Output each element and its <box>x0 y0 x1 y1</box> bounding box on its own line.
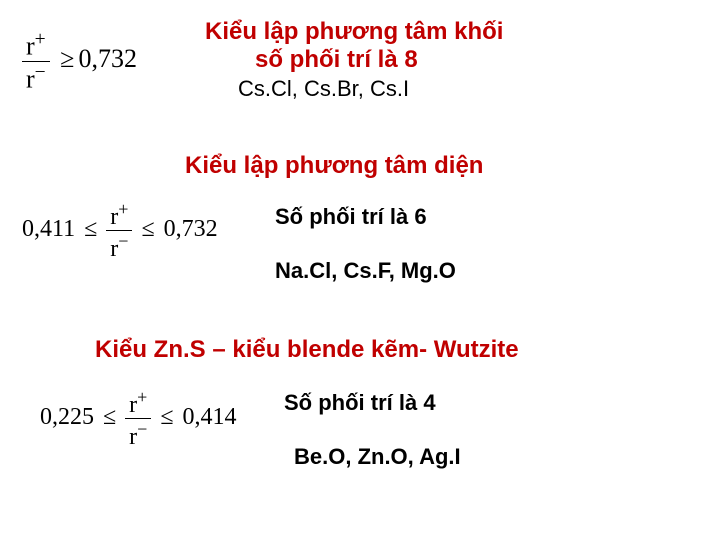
f2-op2: ≤ <box>138 216 157 242</box>
f3-lhs: 0,225 <box>40 404 94 430</box>
f3-den-sup: − <box>137 419 147 439</box>
f3-rhs: 0,414 <box>183 404 237 430</box>
f2-rhs: 0,732 <box>164 216 218 242</box>
f1-num: r <box>26 32 35 61</box>
f1-den-sup: − <box>35 62 46 83</box>
f3-num-sup: + <box>137 387 147 407</box>
f1-rhs: 0,732 <box>78 44 137 73</box>
examples-1: Cs.Cl, Cs.Br, Cs.I <box>238 76 409 102</box>
heading-1-line1: Kiểu lập phương tâm khối <box>205 18 503 46</box>
heading-2: Kiểu lập phương tâm diện <box>185 152 483 180</box>
f2-den-sup: − <box>118 231 128 251</box>
sub-3: Số phối trí là 4 <box>284 390 436 416</box>
f1-op: ≥ <box>56 44 78 73</box>
f2-num-sup: + <box>118 199 128 219</box>
f2-op1: ≤ <box>81 216 100 242</box>
f1-den: r <box>26 64 35 93</box>
examples-2: Na.Cl, Cs.F, Mg.O <box>275 258 456 284</box>
formula-1: r+ r− ≥0,732 <box>22 30 137 92</box>
examples-3: Be.O, Zn.O, Ag.I <box>294 444 461 470</box>
formula-3: 0,225 ≤ r+ r− ≤ 0,414 <box>40 388 237 449</box>
heading-1-line2: số phối trí là 8 <box>255 46 418 74</box>
f3-num: r <box>129 392 137 418</box>
f3-op2: ≤ <box>157 404 176 430</box>
f1-num-sup: + <box>35 29 46 50</box>
sub-2: Số phối trí là 6 <box>275 204 427 230</box>
heading-3: Kiểu Zn.S – kiểu blende kẽm- Wutzite <box>95 336 519 364</box>
f3-op1: ≤ <box>100 404 119 430</box>
f3-den: r <box>129 424 137 450</box>
formula-2: 0,411 ≤ r+ r− ≤ 0,732 <box>22 200 218 261</box>
f2-lhs: 0,411 <box>22 216 75 242</box>
